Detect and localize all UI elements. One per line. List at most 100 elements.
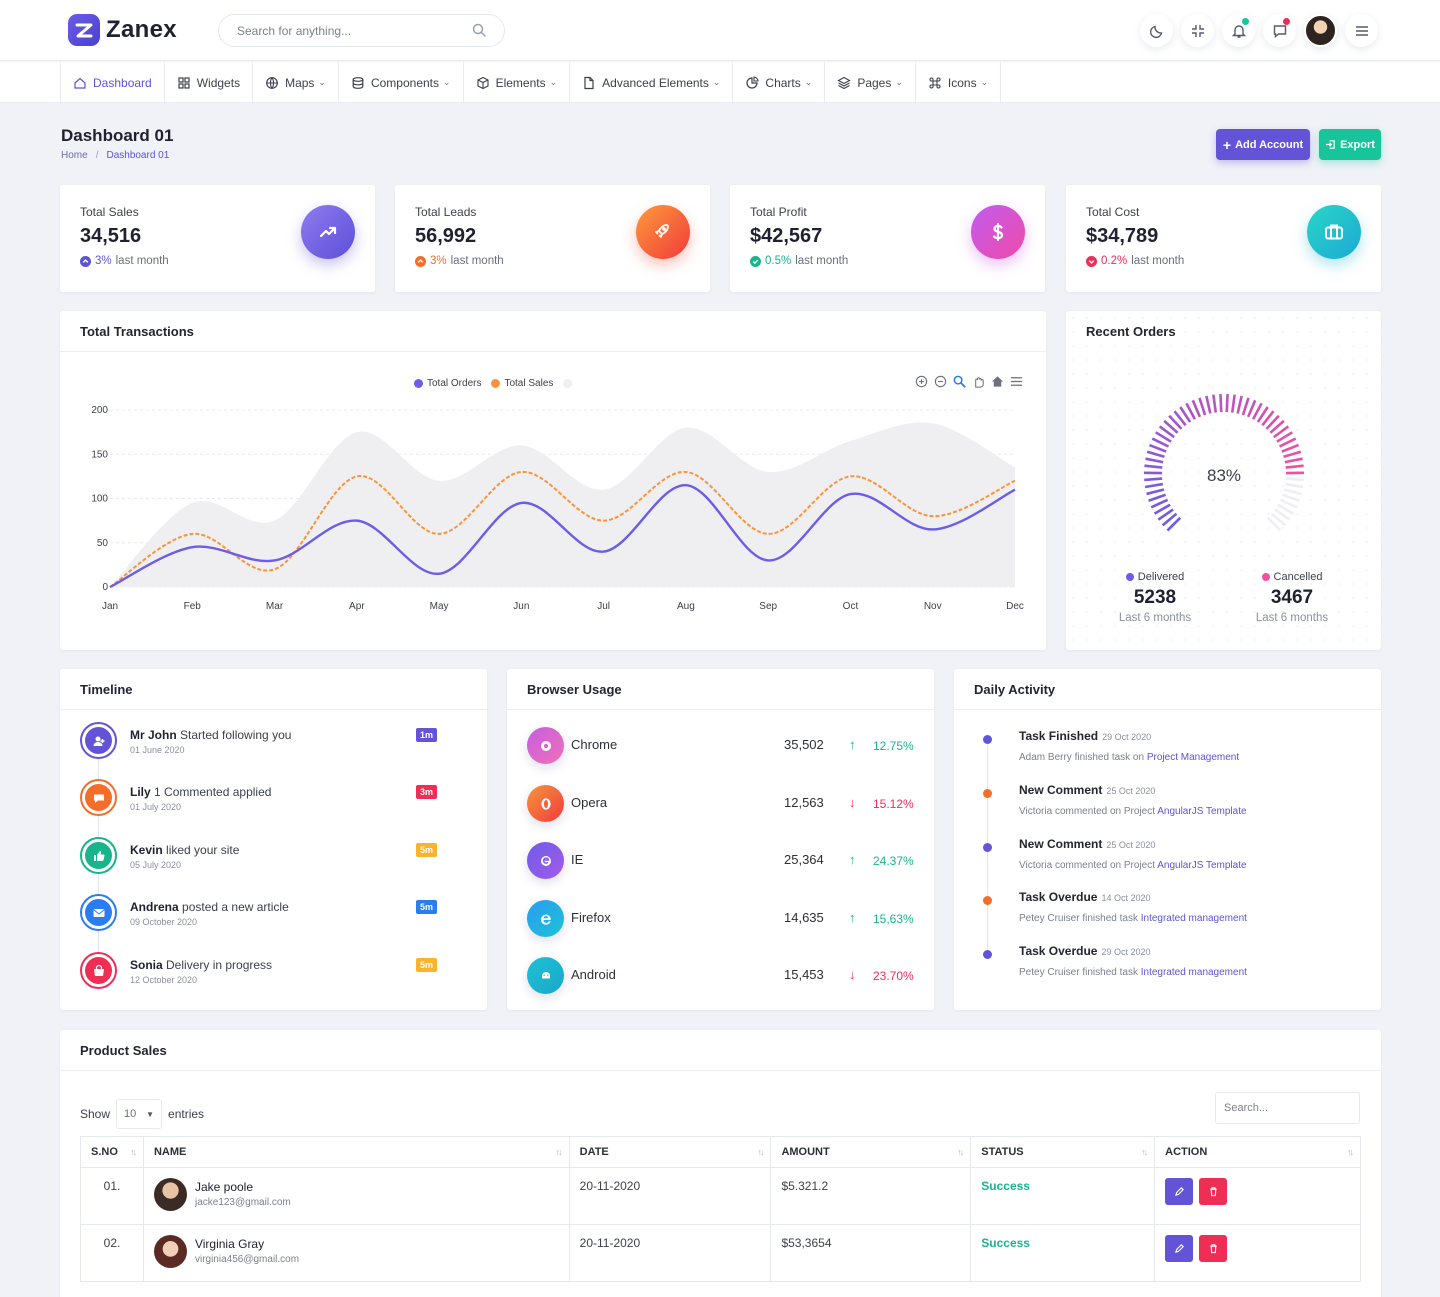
nav-item-advanced-elements[interactable]: Advanced Elements ⌄ [570,62,734,103]
entries-label: entries [168,1107,205,1121]
nav-item-charts[interactable]: Charts ⌄ [733,62,826,103]
nav-list: Dashboard Widgets Maps ⌄ Components ⌄ Elements… [60,62,1002,103]
timeline-name[interactable]: Kevin [130,843,163,857]
column-header-date[interactable]: DATE ↑↓ [568,1136,772,1168]
series-line-total-sales [109,470,1016,588]
fullscreen-button[interactable] [1181,14,1214,47]
chart-menu-icon[interactable] [1009,374,1024,389]
messages-button[interactable] [1263,14,1296,47]
column-header-name[interactable]: NAME ↑↓ [142,1136,570,1168]
breadcrumb-home[interactable]: Home [61,150,88,161]
timeline-name[interactable]: Lily [130,785,151,799]
table-search-input[interactable] [1215,1092,1360,1124]
activity-date: 14 Oct 2020 [1101,893,1151,903]
timeline-connector [98,931,99,952]
activity-link[interactable]: AngularJS Template [1157,806,1247,817]
chevron-down-icon: ⌄ [549,77,558,87]
delete-button[interactable] [1199,1235,1228,1262]
chevron-down-icon: ⌄ [318,77,326,87]
cell-date: 20-11-2020 [568,1167,772,1225]
delete-button[interactable] [1199,1178,1228,1205]
gauge-tick [1144,482,1164,489]
sno-text: 01. [103,1179,121,1193]
gauge-tick [1158,425,1175,439]
stat-suffix: last month [450,255,504,267]
user-avatar[interactable] [1304,14,1337,47]
column-header-amount[interactable]: AMOUNT ↑↓ [770,1136,972,1168]
zoom-out-icon[interactable] [933,374,948,389]
timeline-name[interactable]: Andrena [130,900,179,914]
area-series [110,422,1015,587]
timeline-name[interactable]: Sonia [130,958,163,972]
entries-select[interactable]: 10 ▼ [116,1099,163,1129]
timeline-date: 01 June 2020 [130,745,185,755]
timeline-icon-ring [80,952,117,989]
x-tick-label: Jan [102,601,118,612]
zoom-select-icon[interactable] [952,374,967,389]
add-account-button[interactable]: + Add Account [1216,129,1310,160]
search-icon[interactable] [472,23,486,42]
nav-item-widgets[interactable]: Widgets [165,62,254,103]
pan-icon[interactable] [971,374,986,389]
bag-icon [93,964,104,976]
gauge-tick [1273,425,1290,439]
timeline-action: Delivery in progress [166,958,273,972]
home-reset-icon[interactable] [990,374,1005,389]
activity-desc-text: Petey Cruiser finished task [1019,913,1138,924]
amount-text: $5.321.2 [781,1179,829,1193]
activity-link[interactable]: Project Management [1146,752,1240,763]
nav-item-elements[interactable]: Elements ⌄ [464,62,571,103]
show-label: Show [80,1107,111,1121]
gauge-tick [1151,437,1170,448]
arrow-up-icon: ↑ [849,737,856,752]
activity-link[interactable]: Integrated management [1140,967,1247,978]
browser-percent: 15,63% [873,912,914,926]
activity-dot [983,789,992,798]
activity-link[interactable]: AngularJS Template [1157,860,1247,871]
stat-value: $34,789 [1086,225,1159,247]
column-header-action[interactable]: ACTION ↑↓ [1154,1136,1361,1168]
edit-button[interactable] [1165,1235,1194,1262]
legend-sales[interactable]: Total Sales [491,378,553,389]
timeline-name[interactable]: Mr John [130,728,177,742]
activity-title-text: Task Overdue [1019,944,1098,958]
breadcrumb-current: Dashboard 01 [106,150,170,161]
sidebar-toggle-button[interactable] [1345,14,1378,47]
gauge-tick [1230,394,1236,413]
header-actions [1140,14,1337,47]
nav-item-pages[interactable]: Pages ⌄ [825,62,916,103]
browser-value: 12,563 [784,795,824,810]
activity-dot [983,950,992,959]
brand-logo[interactable]: Zanex [68,14,177,46]
legend-orders[interactable]: Total Orders [414,378,481,389]
gauge-tick [1168,414,1183,430]
nav-item-components[interactable]: Components ⌄ [339,62,464,103]
nav-label: Charts [765,75,801,90]
nav-item-icons[interactable]: Icons ⌄ [916,62,1002,103]
theme-toggle-button[interactable] [1140,14,1173,47]
notifications-button[interactable] [1222,14,1255,47]
gauge-tick [1283,450,1302,459]
nav-item-dashboard[interactable]: Dashboard [61,62,165,103]
chart-toolbar [914,374,1024,389]
activity-date: 25 Oct 2020 [1106,786,1156,796]
column-header-status[interactable]: STATUS ↑↓ [970,1136,1156,1168]
menu-icon [1355,25,1368,36]
avatar [153,1235,187,1268]
timeline-text: Kevin liked your site [130,843,239,857]
timeline-icon-fill [85,899,112,926]
browser-percent: 15.12% [873,797,914,811]
activity-link[interactable]: Integrated management [1140,913,1247,924]
edit-button[interactable] [1165,1178,1194,1205]
gauge-tick [1284,457,1303,464]
cell-date: 20-11-2020 [568,1224,772,1282]
customer-email: jacke123@gmail.com [194,1197,291,1208]
timeline-action: Started following you [180,728,292,742]
rocket-icon [655,224,669,238]
export-button[interactable]: Export [1319,129,1381,160]
zoom-in-icon[interactable] [914,374,929,389]
search-input[interactable] [237,15,467,46]
nav-item-maps[interactable]: Maps ⌄ [253,62,339,103]
column-header-sno[interactable]: S.NO ↑↓ [80,1136,144,1168]
chevron-down-icon: ⌄ [712,77,721,87]
